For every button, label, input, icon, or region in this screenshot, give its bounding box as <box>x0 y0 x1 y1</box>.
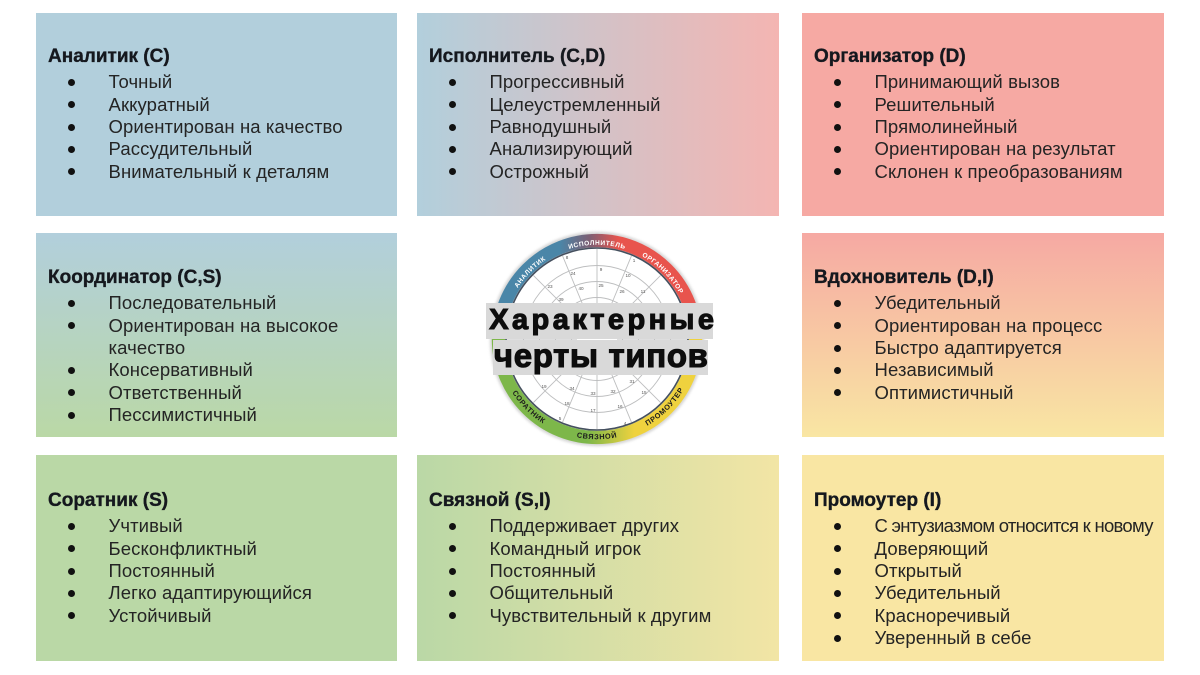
svg-text:1: 1 <box>633 258 636 263</box>
svg-text:25: 25 <box>598 283 604 288</box>
svg-text:32: 32 <box>610 389 616 394</box>
svg-text:17: 17 <box>590 408 596 413</box>
svg-text:40: 40 <box>578 286 584 291</box>
svg-text:15: 15 <box>641 390 647 395</box>
svg-text:26: 26 <box>619 289 625 294</box>
svg-text:9: 9 <box>600 267 603 272</box>
svg-text:4: 4 <box>624 421 627 426</box>
svg-text:39: 39 <box>558 297 564 302</box>
svg-text:18: 18 <box>564 401 570 406</box>
svg-text:34: 34 <box>569 386 575 391</box>
svg-text:ИСПОЛНИТЕЛЬ: ИСПОЛНИТЕЛЬ <box>568 239 627 250</box>
svg-text:19: 19 <box>541 384 547 389</box>
svg-text:23: 23 <box>547 284 553 289</box>
svg-text:10: 10 <box>625 273 631 278</box>
svg-text:16: 16 <box>617 404 623 409</box>
svg-text:31: 31 <box>629 379 635 384</box>
svg-text:33: 33 <box>590 391 596 396</box>
svg-text:СВЯЗНОЙ: СВЯЗНОЙ <box>576 430 618 441</box>
svg-text:5: 5 <box>559 416 562 421</box>
svg-text:11: 11 <box>641 289 646 294</box>
svg-text:24: 24 <box>570 271 576 276</box>
svg-text:8: 8 <box>566 255 569 260</box>
